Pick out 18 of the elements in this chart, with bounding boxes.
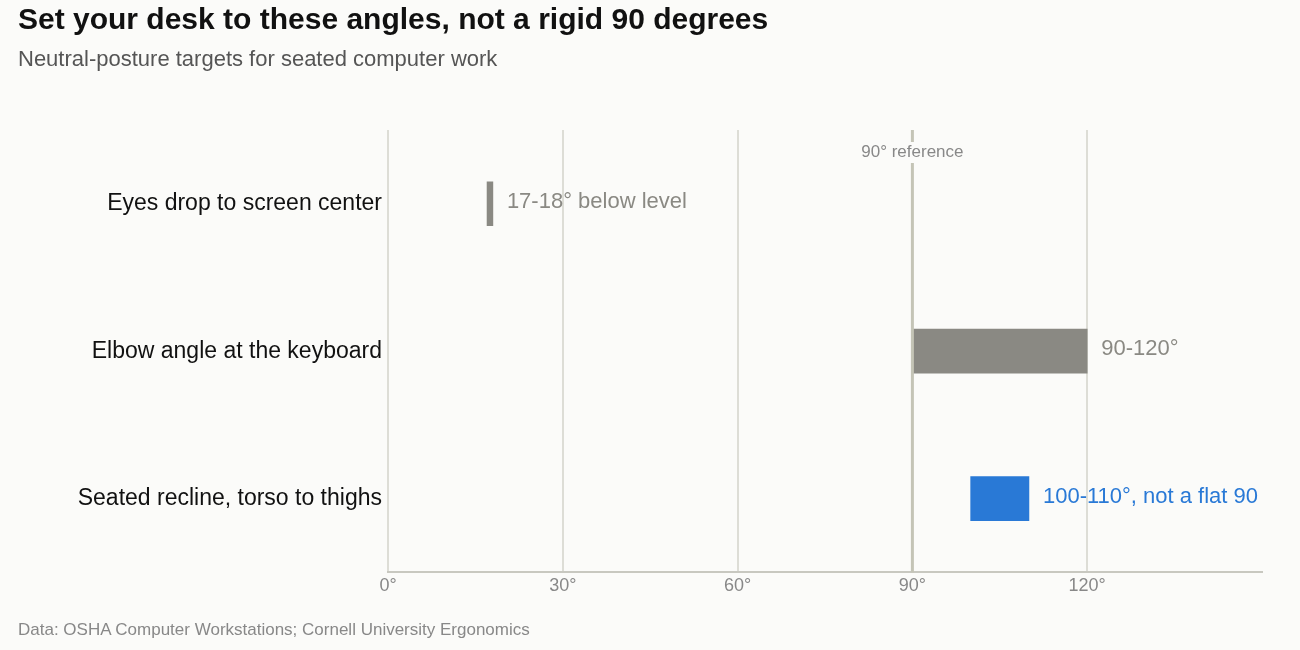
x-tick-label: 90° xyxy=(898,575,927,596)
chart-title: Set your desk to these angles, not a rigid 90 degrees xyxy=(18,2,769,36)
ref-line-label: 90° reference xyxy=(861,142,964,162)
chart-subtitle: Neutral-posture targets for seated computer work xyxy=(18,46,498,72)
x-tick-label: 0° xyxy=(379,575,397,596)
x-tick-label: 120° xyxy=(1068,575,1106,596)
y-tick-label: Seated recline, torso to thighs xyxy=(77,484,382,511)
x-tick-label: 60° xyxy=(723,575,752,596)
data-label: 17-18° below level xyxy=(506,187,687,213)
bar xyxy=(486,181,494,227)
bar xyxy=(912,328,1088,374)
data-label: 100-110°, not a flat 90 xyxy=(1042,482,1259,508)
data-label: 90-120° xyxy=(1101,335,1179,361)
text: Data: OSHA Computer Workstations; Cornell University Ergonomics xyxy=(18,620,530,640)
y-tick-label: Elbow angle at the keyboard xyxy=(91,336,382,363)
x-tick-label: 30° xyxy=(549,575,577,596)
bar xyxy=(970,476,1030,521)
y-tick-label: Eyes drop to screen center xyxy=(107,189,383,216)
